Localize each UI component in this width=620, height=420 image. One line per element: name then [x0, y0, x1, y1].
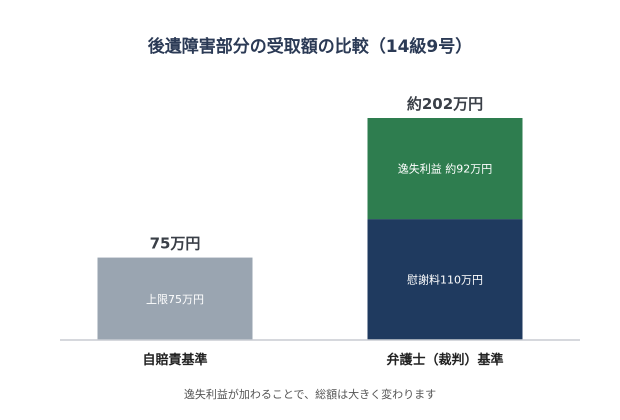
total-label: 約202万円 — [407, 95, 483, 113]
segment-label: 上限75万円 — [146, 293, 204, 306]
segment-label: 慰謝料110万円 — [407, 273, 483, 287]
segment-label: 逸失利益 約92万円 — [398, 162, 493, 176]
bar-segment — [367, 118, 523, 220]
category-label: 自賠責基準 — [142, 352, 207, 368]
bar-segment — [367, 219, 523, 340]
chart-title: 後遺障害部分の受取額の比較（14級9号） — [148, 36, 473, 57]
category-label: 弁護士（裁判）基準 — [386, 352, 503, 368]
bar-segment — [97, 257, 253, 340]
chart-note: 逸失利益が加わることで、総額は大きく変わります — [184, 387, 436, 401]
total-label: 75万円 — [150, 235, 201, 253]
